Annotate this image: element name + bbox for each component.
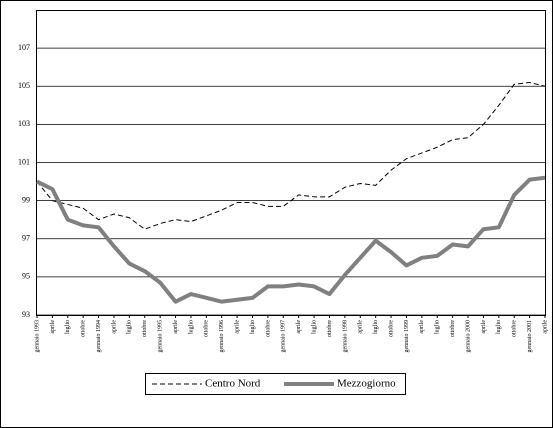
x-tick-label: luglio (188, 320, 194, 334)
x-tick-label: luglio (435, 320, 441, 334)
x-tick-label: gennaio 1998 (342, 320, 348, 353)
x-tick-label: aprile (173, 320, 179, 334)
x-tick-label: ottobre (142, 320, 148, 337)
x-tick-label: luglio (65, 320, 71, 334)
x-tick-label: gennaio 1994 (96, 320, 102, 353)
x-tick-label: luglio (127, 320, 133, 334)
x-tick-label: ottobre (204, 320, 210, 337)
x-tick-label: luglio (250, 320, 256, 334)
y-tick-label: 97 (22, 234, 30, 243)
y-tick-label: 105 (18, 81, 30, 90)
x-tick-label: ottobre (327, 320, 333, 337)
legend-label: Mezzogiorno (337, 378, 396, 390)
x-tick-label: aprile (111, 320, 117, 334)
y-tick-label: 95 (22, 272, 30, 281)
x-tick-label: ottobre (512, 320, 518, 337)
series-line (36, 175, 546, 304)
x-tick-label: aprile (234, 320, 240, 334)
series-line (36, 81, 546, 230)
y-tick-label: 99 (22, 195, 30, 204)
y-tick-label: 103 (18, 119, 30, 128)
plot-border (36, 10, 546, 316)
y-tick-label: 107 (18, 43, 30, 52)
x-tick-label: aprile (296, 320, 302, 334)
x-tick-label: luglio (496, 320, 502, 334)
x-tick-label: luglio (373, 320, 379, 334)
x-tick-label: aprile (50, 320, 56, 334)
y-tick-label: 93 (22, 310, 30, 319)
x-tick-label: ottobre (450, 320, 456, 337)
x-tick-label: aprile (358, 320, 364, 334)
x-tick-label: gennaio 2001 (527, 320, 533, 353)
x-tick-label: ottobre (265, 320, 271, 337)
x-tick-label: ottobre (388, 320, 394, 337)
x-tick-label: luglio (311, 320, 317, 334)
x-tick-label: aprile (542, 320, 548, 334)
x-tick-label: gennaio 2000 (465, 320, 471, 353)
x-tick-label: gennaio 1993 (34, 320, 40, 353)
x-tick-label: aprile (419, 320, 425, 334)
x-tick-label: aprile (481, 320, 487, 334)
x-tick-label: gennaio 1995 (158, 320, 164, 353)
legend-box (145, 373, 406, 395)
y-tick-label: 101 (18, 157, 30, 166)
x-tick-label: ottobre (81, 320, 87, 337)
x-tick-label: gennaio 1996 (219, 320, 225, 353)
legend-label: Centro Nord (205, 378, 261, 390)
x-tick-label: gennaio 1997 (281, 320, 287, 353)
x-tick-label: gennaio 1999 (404, 320, 410, 353)
